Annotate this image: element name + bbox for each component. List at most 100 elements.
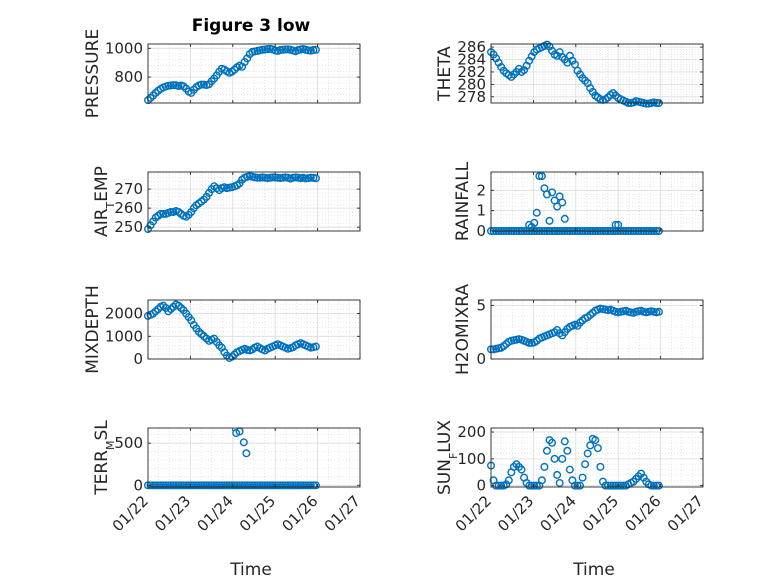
data-point	[517, 465, 526, 474]
data-point	[268, 173, 277, 182]
data-point	[156, 481, 165, 490]
data-point	[253, 173, 262, 182]
data-point	[199, 481, 208, 490]
y-tick-label: 0	[476, 477, 486, 495]
data-point	[311, 45, 320, 54]
axes-box	[490, 171, 704, 232]
x-tick-label: 01/24	[537, 492, 580, 535]
x-tick-label: 01/23	[494, 492, 537, 535]
data-point	[573, 481, 582, 490]
data-point	[217, 481, 226, 490]
y-tick-label: 0	[133, 476, 143, 494]
data-point	[146, 481, 155, 490]
data-point	[220, 481, 229, 490]
data-point	[530, 218, 539, 227]
data-point	[649, 481, 658, 490]
x-tick-label: 01/26	[621, 492, 664, 535]
data-point	[159, 481, 168, 490]
x-tick-label: 01/26	[278, 492, 321, 535]
x-tick-label: 01/25	[579, 492, 622, 535]
data-point	[258, 481, 267, 490]
y-tick-label: 1000	[105, 327, 143, 345]
data-point	[558, 454, 567, 463]
plot-area	[491, 172, 703, 231]
data-point	[261, 481, 270, 490]
x-tick-label: 01/27	[664, 492, 707, 535]
y-axis-title: SUNFLUX	[435, 420, 460, 495]
data-point	[583, 449, 592, 458]
data-point	[591, 436, 600, 445]
subplot-8: 0 100 200 01/22 01/23 01/24 01/25 01/26 01/27 SUN…	[435, 420, 707, 536]
data-point	[555, 478, 564, 487]
axes-box	[490, 299, 704, 360]
data-point	[248, 481, 257, 490]
y-tick-label: 284	[457, 51, 486, 69]
data-point	[654, 481, 663, 490]
data-point	[187, 481, 196, 490]
data-point	[159, 209, 168, 218]
x-tick-label: 01/27	[321, 492, 364, 535]
x-tick-label: 01/25	[236, 492, 279, 535]
figure-title: Figure 3 low	[192, 16, 311, 36]
data-point	[212, 481, 221, 490]
data-point	[611, 481, 620, 490]
axes-box	[147, 299, 361, 360]
y-tick-label: 500	[114, 434, 143, 452]
y-tick-label: 0	[476, 350, 486, 368]
data-point	[243, 481, 252, 490]
data-point	[296, 481, 305, 490]
y-tick-label: 5	[476, 296, 486, 314]
data-point	[548, 188, 557, 197]
data-point	[227, 481, 236, 490]
data-point	[291, 481, 300, 490]
data-point	[171, 481, 180, 490]
data-point	[593, 444, 602, 453]
data-point	[311, 342, 320, 351]
data-point	[306, 173, 315, 182]
axes-box	[490, 427, 704, 488]
data-point	[281, 45, 290, 54]
data-point	[596, 462, 605, 471]
data-point	[255, 481, 264, 490]
data-point	[560, 437, 569, 446]
data-point	[525, 481, 534, 490]
data-point	[576, 481, 585, 490]
data-point	[278, 481, 287, 490]
data-point	[563, 446, 572, 455]
data-point	[283, 481, 292, 490]
data-point	[299, 481, 308, 490]
data-point	[642, 99, 651, 108]
data-point	[289, 481, 298, 490]
data-point	[652, 481, 661, 490]
data-point	[179, 481, 188, 490]
y-axis-title: MIXDEPTH	[83, 285, 103, 374]
data-point	[166, 481, 175, 490]
data-point	[604, 481, 613, 490]
data-point	[616, 481, 625, 490]
y-tick-label: 2	[476, 181, 486, 199]
data-point	[161, 481, 170, 490]
y-tick-label: 0	[133, 350, 143, 368]
data-point	[266, 481, 275, 490]
data-point	[614, 481, 623, 490]
data-point	[542, 190, 551, 199]
data-point	[570, 481, 579, 490]
data-point	[654, 307, 663, 316]
y-tick-label: 0	[476, 222, 486, 240]
data-point	[647, 481, 656, 490]
data-point	[281, 481, 290, 490]
x-tick-label: 01/22	[109, 492, 152, 535]
y-tick-label: 200	[457, 423, 486, 441]
data-point	[197, 80, 206, 89]
y-tick-label: 270	[114, 180, 143, 198]
data-point	[184, 481, 193, 490]
data-point	[210, 481, 219, 490]
y-tick-label: 278	[457, 88, 486, 106]
data-point	[156, 209, 165, 218]
y-tick-label: 1000	[105, 39, 143, 57]
data-point	[182, 481, 191, 490]
